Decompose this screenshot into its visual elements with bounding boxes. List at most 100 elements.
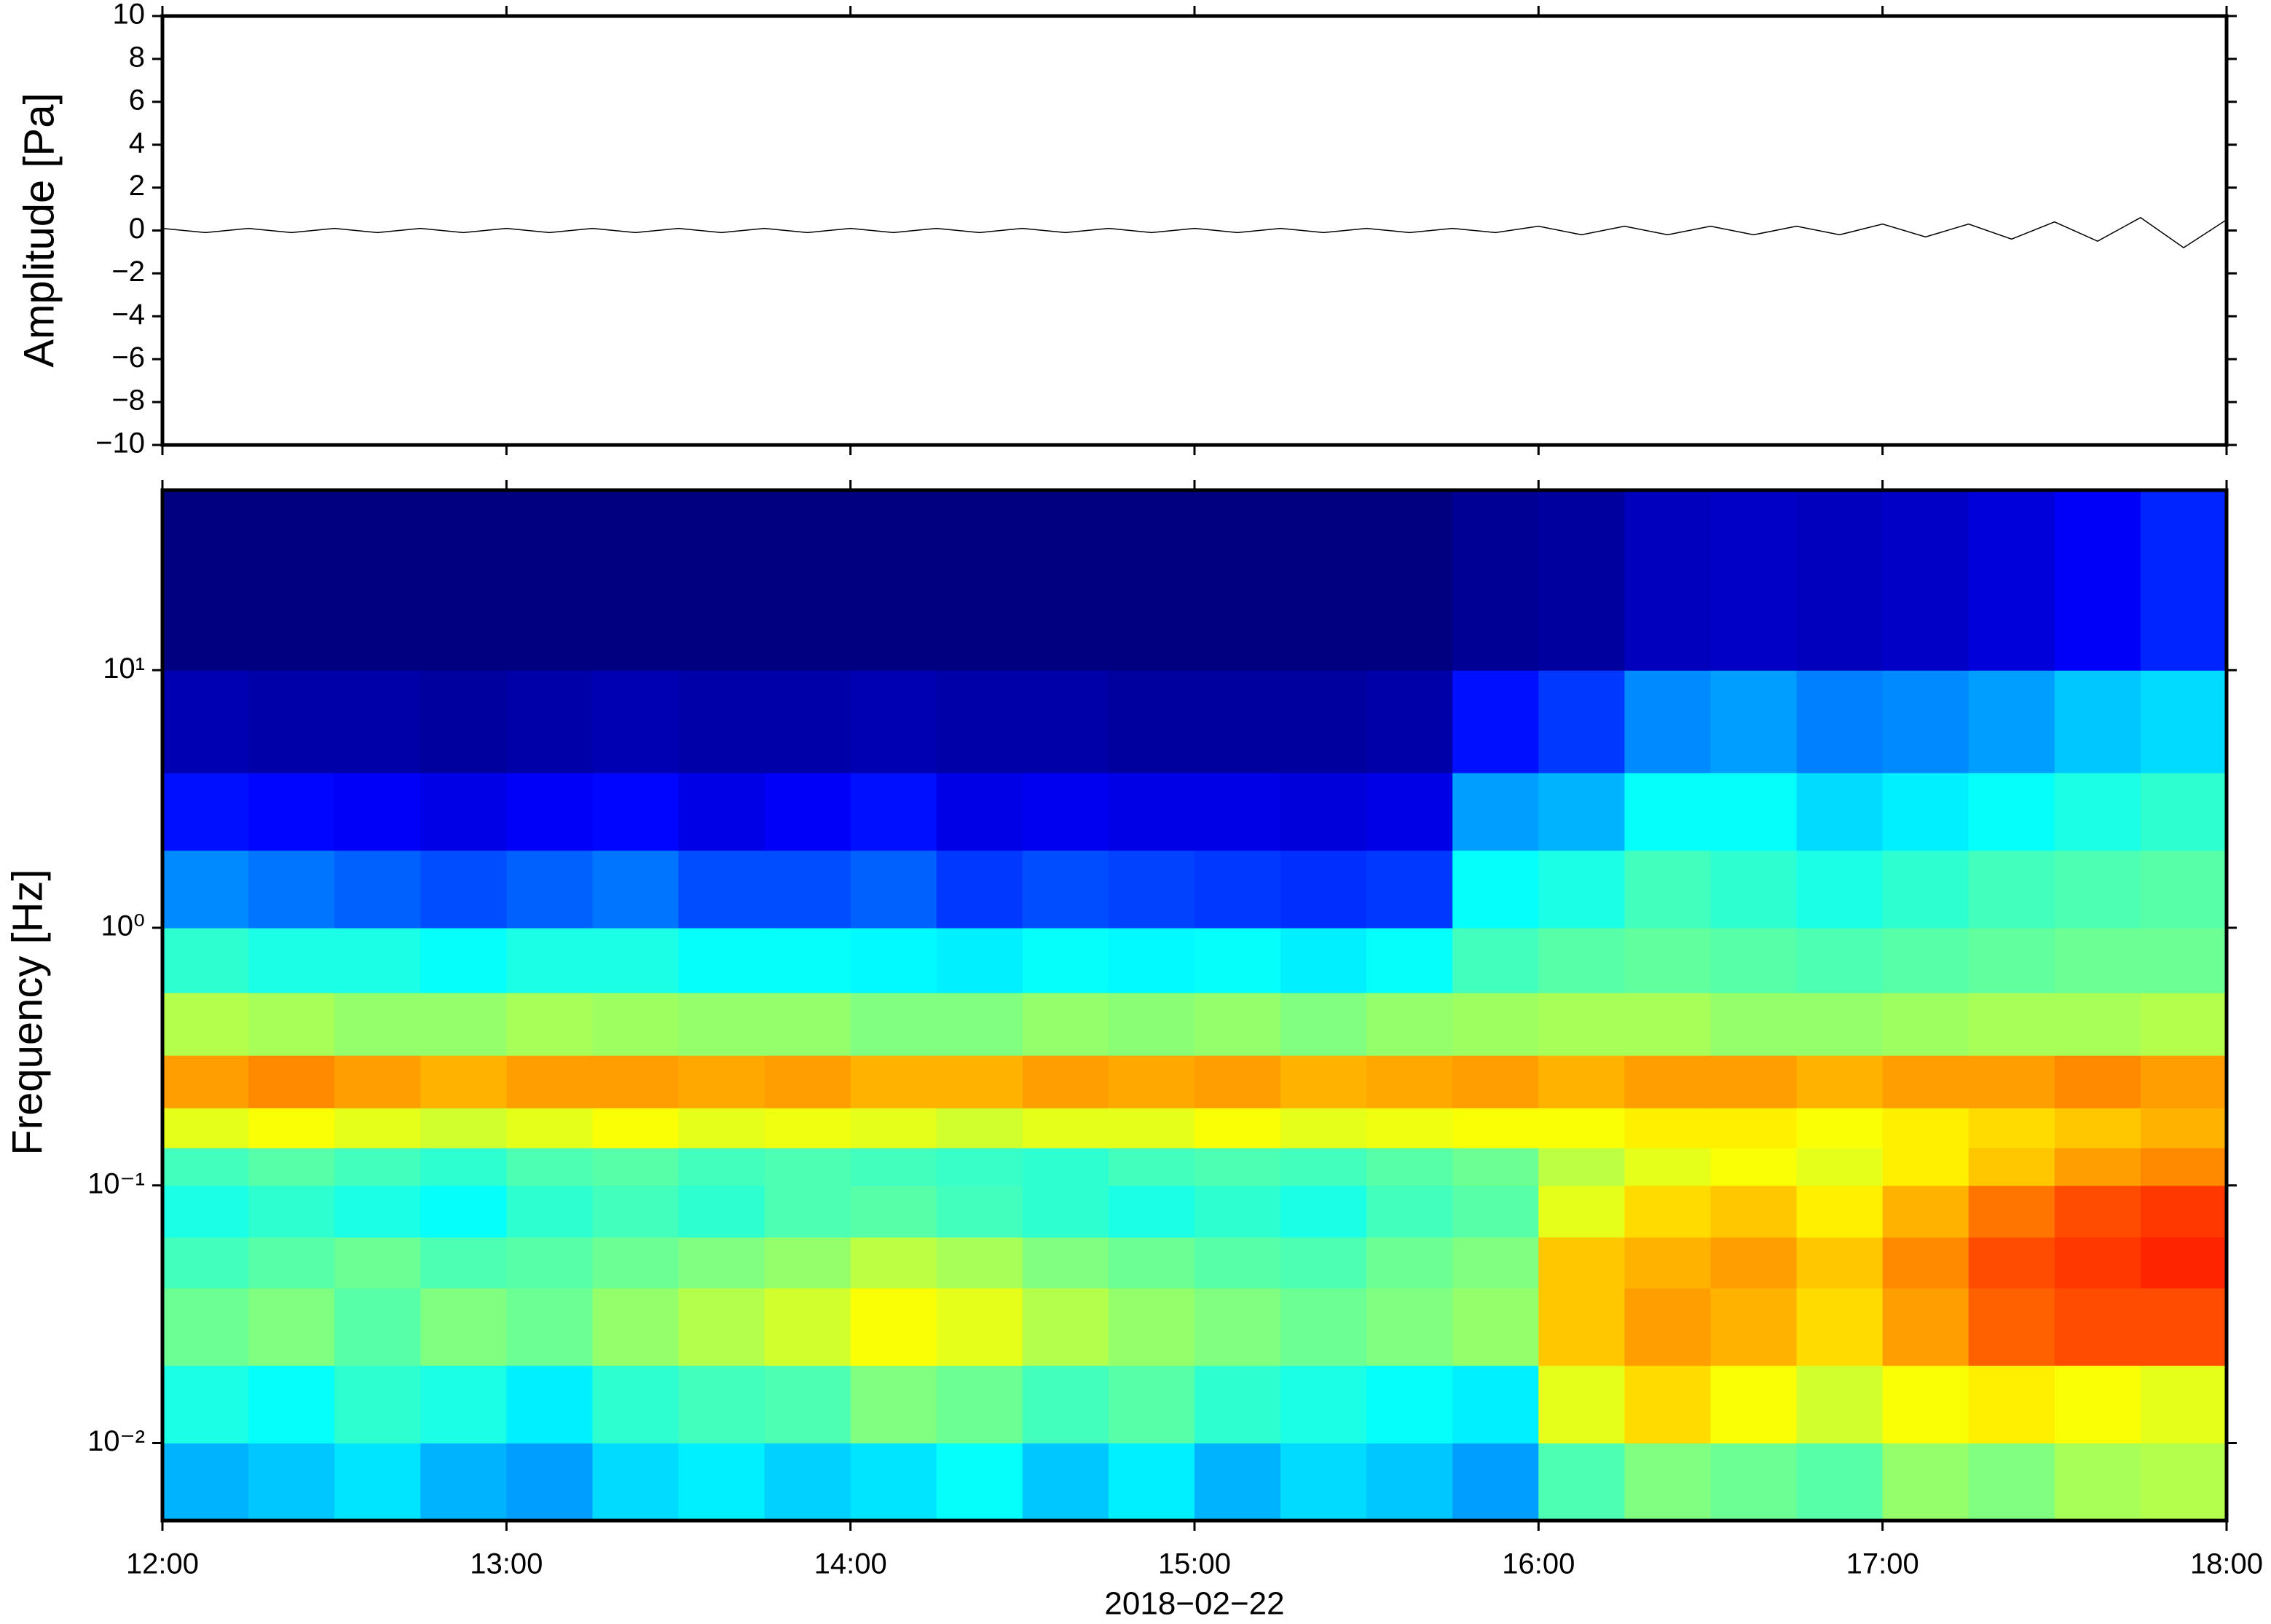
cell [1796, 850, 1884, 929]
cell [2140, 670, 2227, 773]
cell [1452, 773, 1539, 851]
cell [1968, 670, 2055, 773]
cell [1280, 993, 1367, 1056]
cell [1882, 1365, 1969, 1444]
cell [2054, 490, 2141, 671]
cell [1624, 490, 1712, 671]
cell [1108, 773, 1195, 851]
cell [2054, 1443, 2141, 1521]
cell [1796, 773, 1884, 851]
cell [2054, 1108, 2141, 1148]
cell [1710, 1055, 1798, 1108]
cell [1366, 928, 1453, 993]
cell [1538, 928, 1626, 993]
cell [850, 1108, 937, 1148]
cell [1968, 1148, 2055, 1186]
cell [1022, 993, 1109, 1056]
cell [592, 490, 680, 671]
cell [936, 670, 1023, 773]
cell [1452, 670, 1539, 773]
waveform [162, 216, 2227, 249]
cell [1624, 850, 1712, 929]
cell [334, 1148, 421, 1186]
cell [1194, 993, 1281, 1056]
cell [1624, 1148, 1712, 1186]
cell [1366, 1288, 1453, 1366]
spectrogram [162, 490, 2227, 1521]
cell [1280, 1185, 1367, 1238]
cell [592, 850, 680, 929]
cell [1882, 1055, 1969, 1108]
cell [1538, 993, 1626, 1056]
cell [1194, 670, 1281, 773]
cell [1108, 1443, 1195, 1521]
y-tick-label: 10¹ [103, 653, 145, 685]
cell [1624, 1055, 1712, 1108]
cell [1280, 1148, 1367, 1186]
cell [248, 490, 335, 671]
cell [506, 1148, 594, 1186]
cell [764, 670, 851, 773]
cell [506, 670, 594, 773]
cell [2140, 773, 2227, 851]
cell [420, 670, 507, 773]
cell [592, 928, 680, 993]
cell [764, 1443, 851, 1521]
cell [1194, 1237, 1281, 1289]
cell [1968, 773, 2055, 851]
cell [850, 1055, 937, 1108]
cell [678, 993, 765, 1056]
cell [1194, 1108, 1281, 1148]
cell [2140, 1055, 2227, 1108]
y-axis-title: Amplitude [Pa] [15, 92, 63, 367]
cell [248, 1237, 335, 1289]
cell [1108, 1288, 1195, 1366]
cell [764, 1108, 851, 1148]
cell [248, 1108, 335, 1148]
cell [1452, 1237, 1539, 1289]
cell [1882, 1185, 1969, 1238]
cell [936, 773, 1023, 851]
cell [248, 928, 335, 993]
cell [248, 1148, 335, 1186]
cell [1194, 1288, 1281, 1366]
cell [506, 773, 594, 851]
cell [248, 993, 335, 1056]
cell [592, 1288, 680, 1366]
cell [334, 670, 421, 773]
cell [1538, 1365, 1626, 1444]
cell [2054, 928, 2141, 993]
cell [592, 993, 680, 1056]
cell [1796, 1185, 1884, 1238]
cell [334, 773, 421, 851]
cell [764, 490, 851, 671]
y-tick-label: 6 [129, 84, 145, 116]
cell [1968, 1055, 2055, 1108]
cell [936, 993, 1023, 1056]
cell [1280, 773, 1367, 851]
cell [764, 1055, 851, 1108]
cell [1452, 1365, 1539, 1444]
cell [936, 1108, 1023, 1148]
y-tick-label: −4 [111, 299, 145, 331]
cell [936, 1185, 1023, 1238]
cell [1452, 1443, 1539, 1521]
cell [1366, 850, 1453, 929]
cell [850, 1148, 937, 1186]
cell [678, 1148, 765, 1186]
x-tick-label: 16:00 [1502, 1548, 1575, 1580]
cell [1366, 490, 1453, 671]
cell [850, 670, 937, 773]
cell [936, 1055, 1023, 1108]
cell [678, 928, 765, 993]
cell [1710, 850, 1798, 929]
cell [420, 850, 507, 929]
cell [1624, 1185, 1712, 1238]
cell [1796, 670, 1884, 773]
cell [2140, 1108, 2227, 1148]
cell [1194, 1055, 1281, 1108]
cell [2140, 850, 2227, 929]
cell [850, 773, 937, 851]
cell [678, 1108, 765, 1148]
y-tick-label: 10⁰ [101, 910, 145, 942]
